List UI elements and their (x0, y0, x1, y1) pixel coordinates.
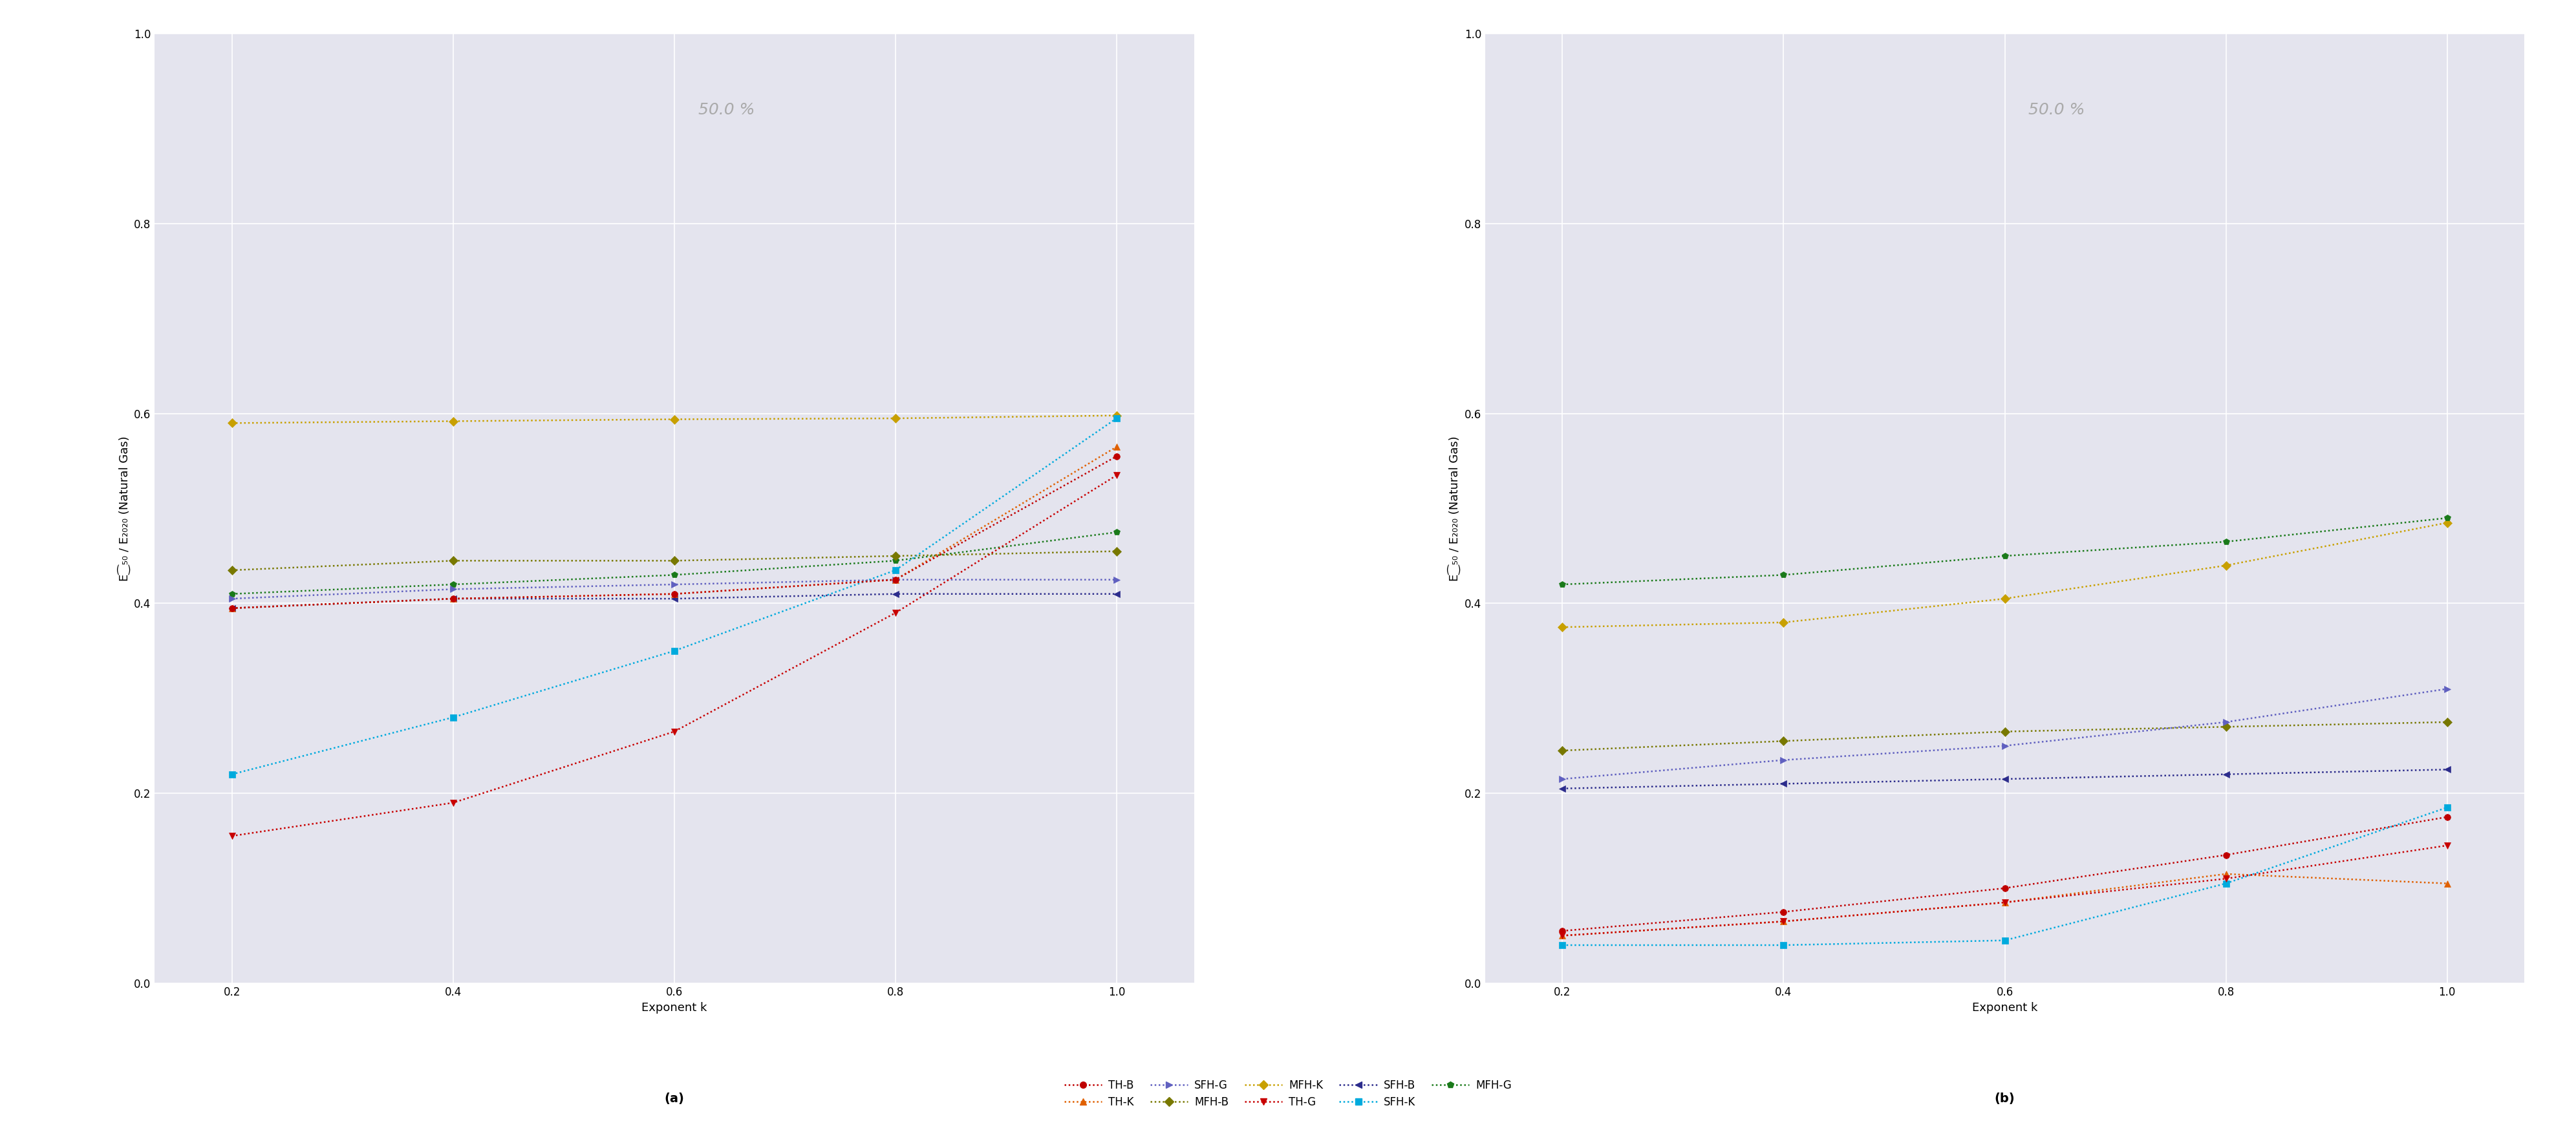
Text: 50.0 %: 50.0 % (698, 102, 755, 118)
Text: (a): (a) (665, 1093, 685, 1104)
X-axis label: Exponent k: Exponent k (1973, 1002, 2038, 1014)
Y-axis label: E⁐₅₀ / E₂₀₂₀ (Natural Gas): E⁐₅₀ / E₂₀₂₀ (Natural Gas) (116, 436, 131, 581)
Y-axis label: E⁐₅₀ / E₂₀₂₀ (Natural Gas): E⁐₅₀ / E₂₀₂₀ (Natural Gas) (1448, 436, 1461, 581)
Legend: TH-B, TH-K, SFH-G, MFH-B, MFH-K, TH-G, SFH-B, SFH-K, MFH-G: TH-B, TH-K, SFH-G, MFH-B, MFH-K, TH-G, S… (1059, 1074, 1517, 1113)
X-axis label: Exponent k: Exponent k (641, 1002, 706, 1014)
Text: (b): (b) (1994, 1093, 2014, 1104)
Text: 50.0 %: 50.0 % (2027, 102, 2084, 118)
